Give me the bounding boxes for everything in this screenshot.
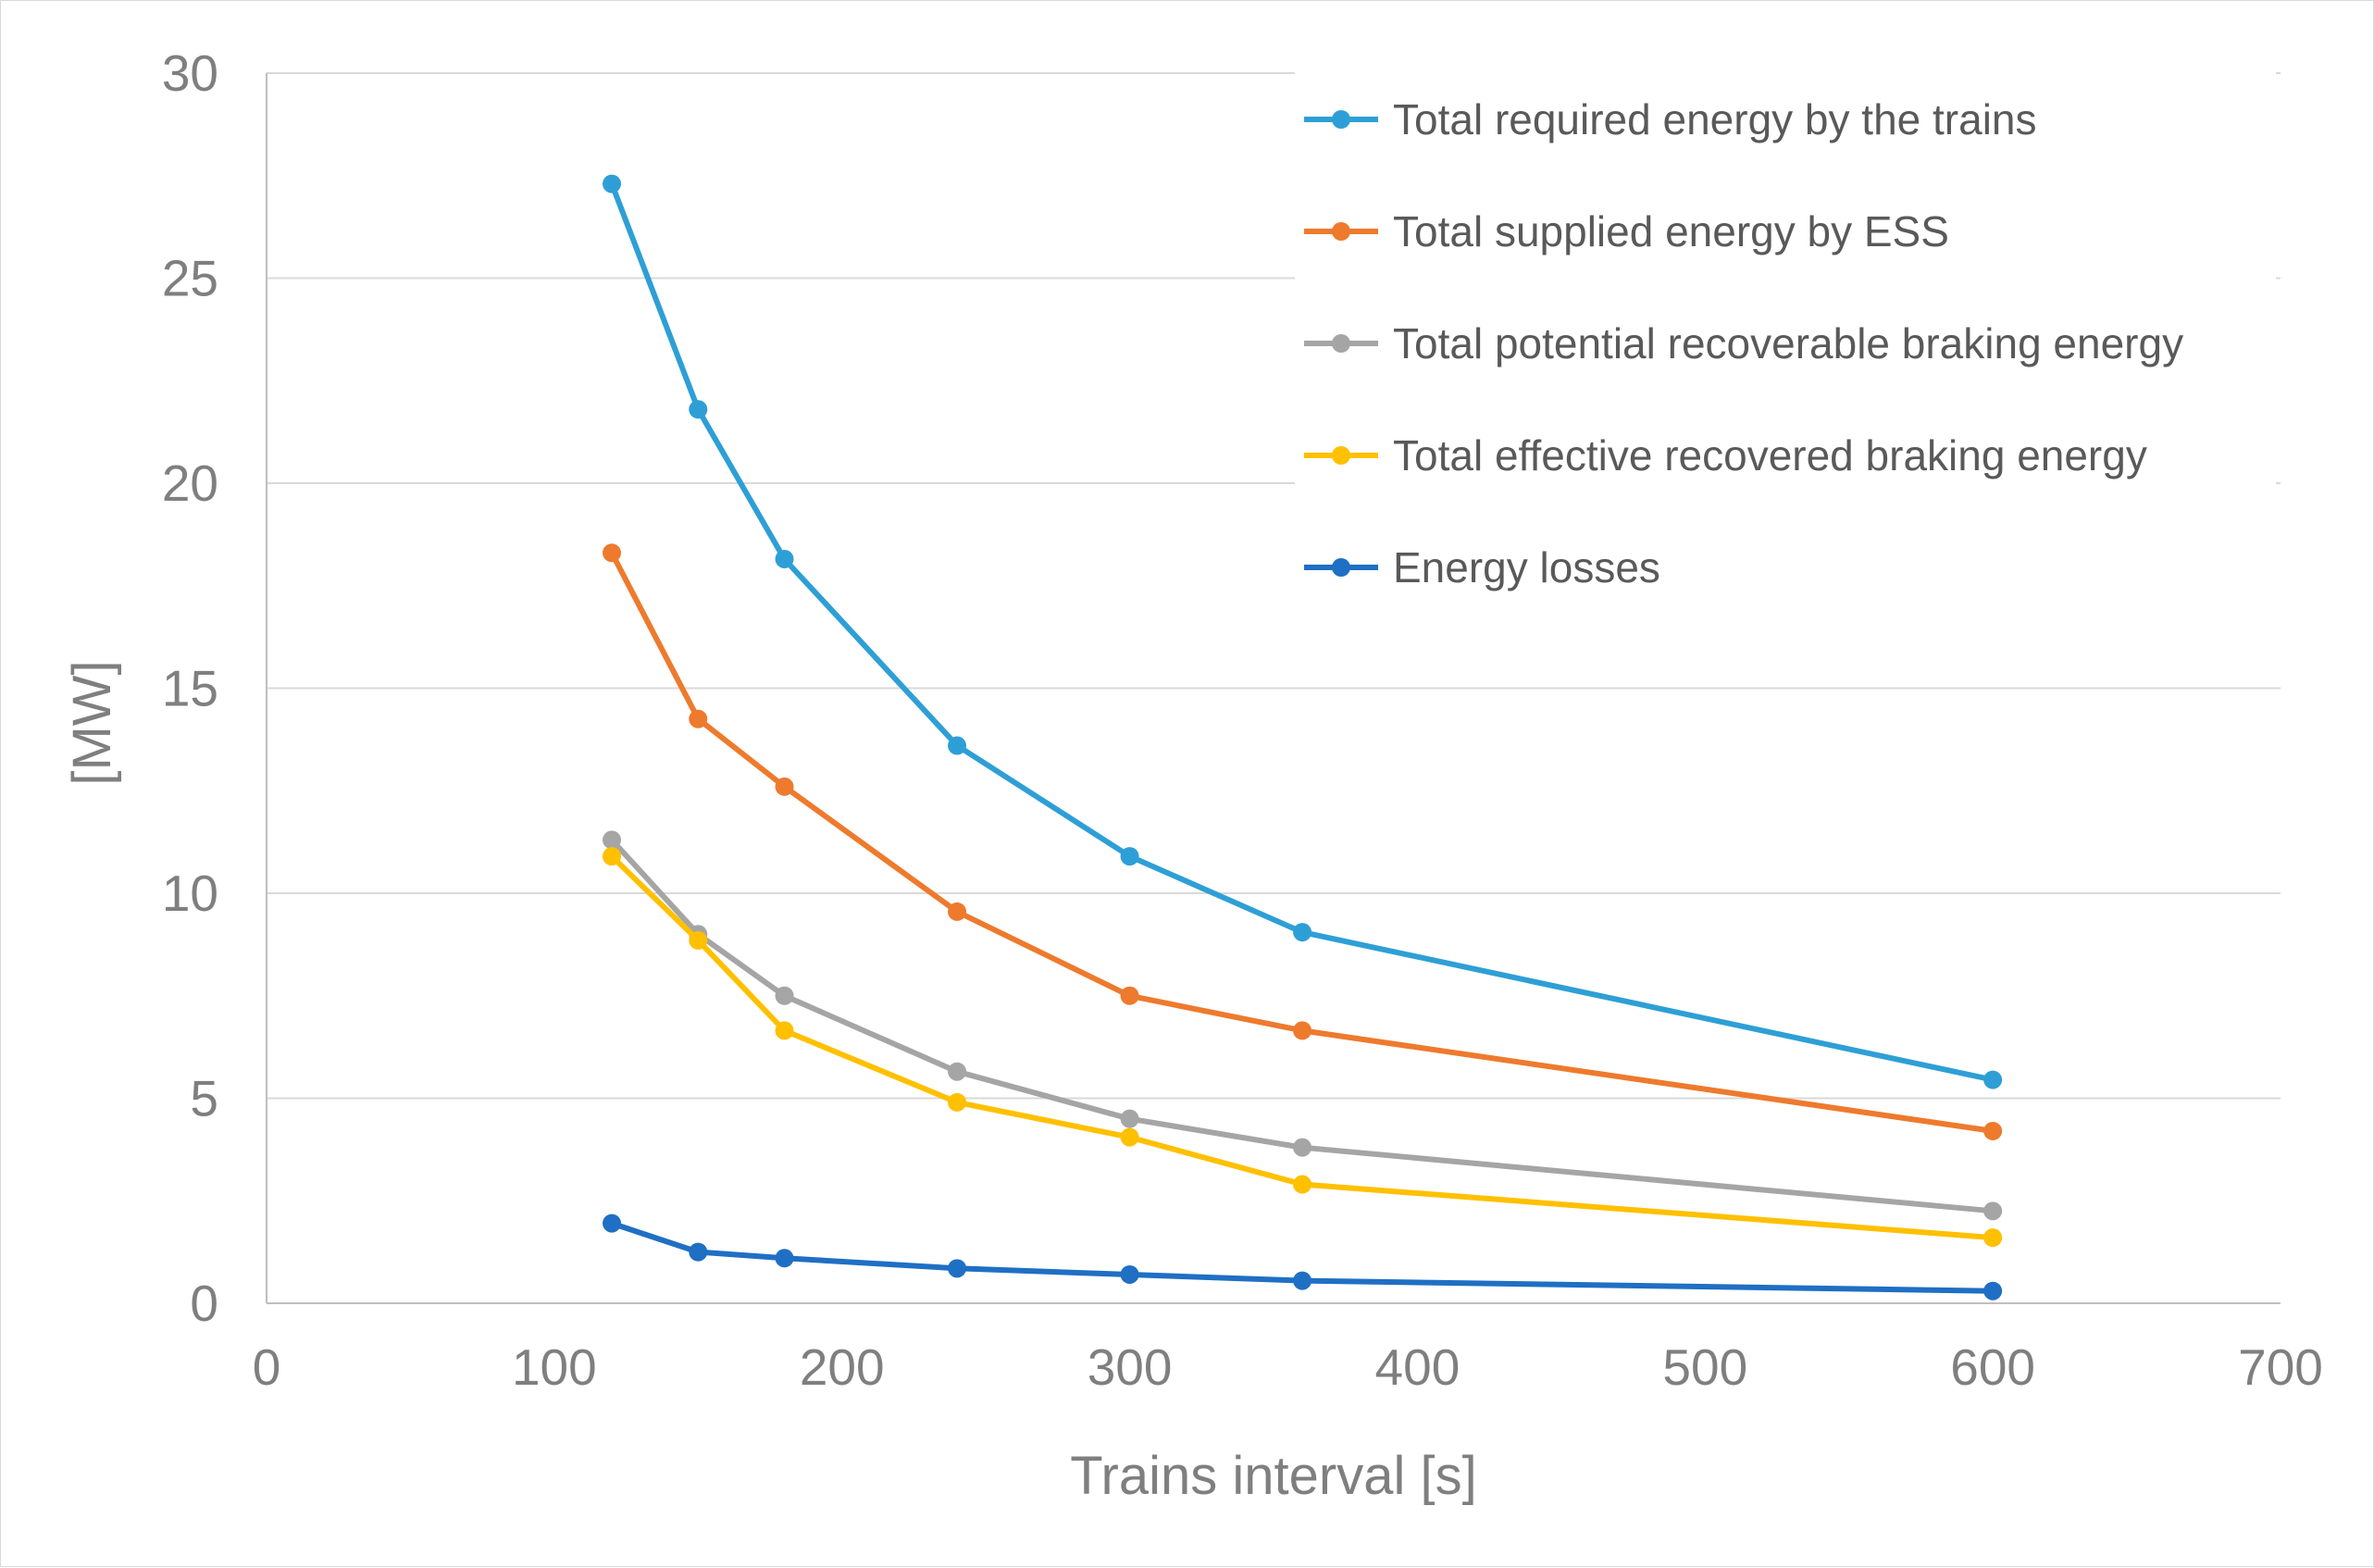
legend-swatch-marker: [1332, 334, 1350, 353]
y-axis-title: [MW]: [62, 660, 122, 785]
data-point: [1120, 1109, 1139, 1128]
data-point: [948, 1062, 967, 1081]
y-tick-label: 25: [162, 250, 218, 307]
data-point: [603, 847, 622, 866]
data-point: [603, 1213, 622, 1233]
data-point: [948, 736, 967, 755]
y-tick-label: 5: [190, 1070, 218, 1127]
legend-item: Total required energy by the trains: [1304, 95, 2037, 143]
data-point: [1983, 1228, 2003, 1248]
data-point: [603, 830, 622, 850]
series-2: [603, 543, 2003, 1140]
legend-item: Total effective recovered braking energy: [1304, 431, 2147, 479]
legend: Total required energy by the trains Total…: [1295, 55, 2276, 652]
series-1: [603, 174, 2003, 1089]
y-tick-label: 0: [190, 1275, 218, 1332]
legend-label: Total required energy by the trains: [1393, 95, 2037, 143]
data-point: [948, 902, 967, 921]
data-point: [775, 777, 794, 796]
x-tick-label: 200: [800, 1338, 885, 1396]
series-layer: [603, 174, 2003, 1300]
x-tick-label: 500: [1662, 1338, 1747, 1396]
legend-label: Total effective recovered braking energy: [1393, 431, 2147, 479]
data-point: [1120, 1127, 1139, 1147]
data-point: [1293, 1271, 1312, 1290]
data-point: [1293, 1021, 1312, 1040]
y-tick-label: 10: [162, 865, 218, 922]
data-point: [1983, 1070, 2003, 1089]
legend-label: Energy losses: [1393, 543, 1660, 591]
data-point: [1983, 1201, 2003, 1221]
legend-item: Total potential recoverable braking ener…: [1304, 319, 2183, 367]
data-point: [1293, 1138, 1312, 1157]
legend-label: Total supplied energy by ESS: [1393, 207, 1949, 255]
legend-swatch-marker: [1332, 446, 1350, 465]
legend-item: Total supplied energy by ESS: [1304, 207, 1949, 255]
data-point: [689, 400, 708, 419]
series-4: [603, 847, 2003, 1248]
data-point: [1293, 1175, 1312, 1194]
x-tick-label: 300: [1088, 1338, 1173, 1396]
gridlines: [267, 72, 2281, 1100]
data-point: [775, 549, 794, 568]
legend-item: Energy losses: [1304, 543, 1660, 591]
x-tick-label: 700: [2238, 1338, 2323, 1396]
data-point: [689, 930, 708, 950]
data-point: [1983, 1121, 2003, 1140]
data-point: [1120, 847, 1139, 866]
y-tick-label: 30: [162, 44, 218, 102]
series-5: [603, 1213, 2003, 1300]
data-point: [1120, 986, 1139, 1005]
y-tick-label: 15: [162, 660, 218, 717]
data-point: [775, 1249, 794, 1268]
x-tick-label: 600: [1950, 1338, 2035, 1396]
x-tick-label: 100: [512, 1338, 597, 1396]
data-point: [775, 986, 794, 1005]
data-point: [603, 174, 622, 193]
legend-background: [1295, 55, 2276, 652]
data-point: [1293, 923, 1312, 942]
legend-label: Total potential recoverable braking ener…: [1393, 319, 2183, 367]
x-tick-label: 400: [1375, 1338, 1460, 1396]
data-point: [603, 543, 622, 563]
data-point: [689, 1242, 708, 1262]
data-point: [1120, 1264, 1139, 1284]
data-point: [1983, 1281, 2003, 1300]
data-point: [948, 1092, 967, 1112]
y-tick-label: 20: [162, 454, 218, 512]
x-tick-label: 0: [253, 1338, 281, 1396]
x-axis-title: Trains interval [s]: [1070, 1446, 1476, 1506]
legend-swatch-marker: [1332, 222, 1350, 241]
legend-swatch-marker: [1332, 110, 1350, 129]
legend-swatch-marker: [1332, 558, 1350, 577]
data-point: [948, 1259, 967, 1278]
data-point: [775, 1021, 794, 1040]
data-point: [689, 709, 708, 728]
